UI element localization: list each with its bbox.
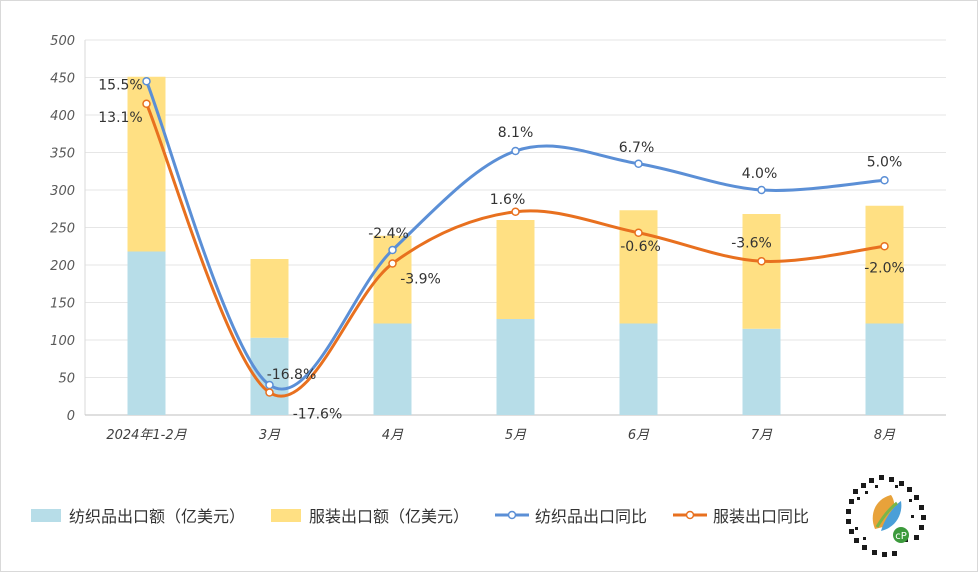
legend-textile-bar-label: 纺织品出口额（亿美元） — [69, 507, 246, 526]
apparel-yoy-label: -2.0% — [864, 260, 905, 276]
textile-yoy-point — [388, 245, 397, 255]
legend-textile-line: 纺织品出口同比 — [495, 503, 647, 527]
apparel-export-bar — [250, 259, 289, 338]
qr-code-logo: cP — [840, 470, 930, 560]
apparel-yoy-point — [265, 388, 274, 397]
legend-apparel-line-label: 服装出口同比 — [713, 507, 810, 526]
x-tick-label: 6月 — [628, 428, 650, 443]
apparel-line-swatch — [673, 510, 708, 520]
textile-export-bar — [373, 323, 412, 415]
legend-apparel-line: 服装出口同比 — [673, 503, 809, 527]
textile-yoy-label: 6.7% — [619, 140, 655, 156]
y-tick-label: 450 — [50, 72, 75, 87]
apparel-yoy-point — [880, 242, 889, 251]
textile-export-bar — [619, 323, 658, 415]
y-tick-label: 500 — [50, 34, 75, 49]
textile-yoy-label: -2.4% — [368, 226, 409, 242]
y-tick-label: 350 — [50, 147, 75, 162]
legend-textile-bar: 纺织品出口额（亿美元） — [31, 503, 245, 527]
apparel-yoy-point — [142, 99, 151, 108]
x-tick-label: 2024年1-2月 — [106, 428, 187, 443]
x-tick-label: 8月 — [874, 428, 896, 443]
y-tick-label: 300 — [50, 184, 75, 199]
textile-export-bar — [496, 319, 535, 415]
apparel-yoy-label: 13.1% — [98, 110, 142, 126]
textile-line-swatch — [495, 510, 530, 520]
textile-yoy-label: -16.8% — [267, 367, 317, 383]
combo-chart: 0 50 100 150 200 250 300 350 400 450 500 2024年1-2月 3… — [50, 34, 946, 443]
apparel-export-bar — [865, 205, 904, 324]
apparel-bar-swatch — [271, 508, 302, 522]
legend-apparel-bar-label: 服装出口额（亿美元） — [309, 507, 470, 526]
textile-yoy-point — [634, 159, 643, 168]
svg-text:cP: cP — [895, 531, 907, 542]
y-tick-label: 50 — [58, 372, 75, 387]
textile-export-bar — [127, 251, 166, 415]
y-tick-label: 0 — [67, 409, 75, 424]
apparel-yoy-point — [757, 257, 766, 266]
x-tick-label: 3月 — [259, 428, 281, 443]
y-tick-label: 200 — [50, 259, 75, 274]
apparel-yoy-label: -0.6% — [620, 239, 661, 255]
textile-yoy-label: 8.1% — [498, 125, 534, 141]
x-tick-label: 4月 — [382, 428, 404, 443]
legend-textile-line-label: 纺织品出口同比 — [535, 507, 648, 526]
legend-apparel-bar: 服装出口额（亿美元） — [271, 503, 469, 527]
y-tick-label: 250 — [50, 222, 75, 237]
textile-yoy-label: 4.0% — [742, 166, 778, 182]
y-tick-label: 400 — [50, 109, 75, 124]
apparel-yoy-point — [388, 259, 397, 268]
textile-yoy-point — [880, 176, 889, 185]
x-tick-label: 7月 — [751, 428, 773, 443]
qr-pattern — [846, 475, 926, 557]
textile-export-bar — [742, 328, 781, 415]
y-tick-label: 150 — [50, 297, 75, 312]
legend: 纺织品出口额（亿美元） 服装出口额（亿美元） 纺织品出口同比 服装出口同比 — [31, 503, 835, 527]
apparel-yoy-label: -3.9% — [400, 272, 441, 288]
textile-yoy-label: 15.5% — [98, 77, 142, 93]
apparel-yoy-line — [145, 103, 885, 398]
apparel-export-bar — [742, 214, 781, 329]
textile-export-bar — [250, 337, 289, 415]
textile-yoy-point — [757, 185, 766, 195]
apparel-yoy-label: -17.6% — [293, 407, 343, 423]
y-tick-label: 100 — [50, 334, 75, 349]
textile-yoy-point — [142, 77, 151, 86]
textile-yoy-point — [511, 146, 520, 156]
apparel-export-bar — [619, 210, 658, 324]
textile-yoy-line — [145, 80, 885, 391]
apparel-yoy-label: 1.6% — [490, 192, 526, 208]
apparel-export-bar — [496, 220, 535, 319]
textile-yoy-label: 5.0% — [867, 154, 903, 170]
textile-bar-swatch — [31, 508, 61, 522]
apparel-yoy-label: -3.6% — [731, 235, 772, 251]
textile-export-bar — [865, 323, 904, 415]
apparel-yoy-point — [511, 207, 520, 216]
x-tick-label: 5月 — [505, 428, 527, 443]
apparel-yoy-point — [634, 228, 643, 237]
